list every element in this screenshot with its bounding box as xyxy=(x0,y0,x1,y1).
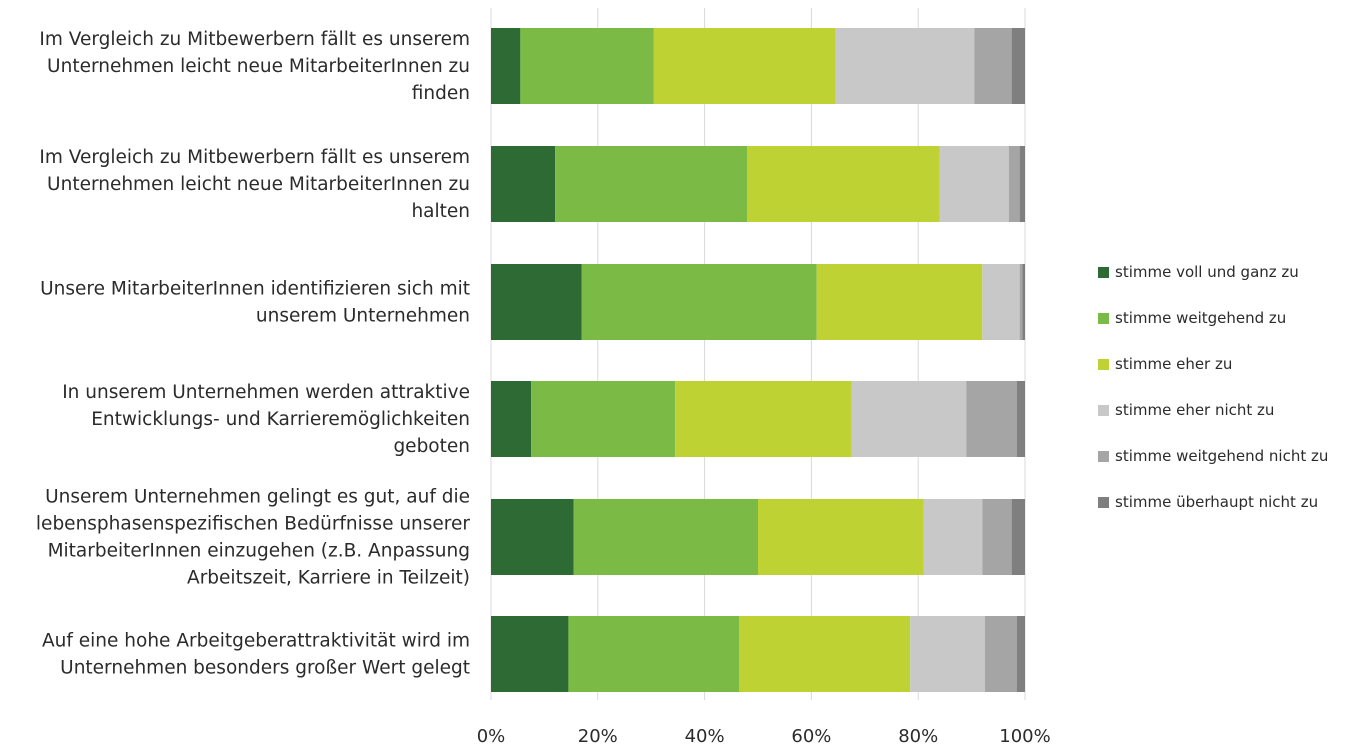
bar-segment xyxy=(491,381,532,457)
x-tick-label: 80% xyxy=(898,726,938,747)
category-label: Auf eine hohe Arbeitgeberattraktivität w… xyxy=(42,631,470,679)
bar-segment xyxy=(910,616,985,692)
bar-segment xyxy=(1019,146,1025,222)
bar-segment xyxy=(573,499,758,575)
x-tick-label: 40% xyxy=(685,726,725,747)
bar-segment xyxy=(1022,264,1025,340)
bar-segment xyxy=(974,28,1012,104)
category-label: In unserem Unternehmen werden attraktive… xyxy=(62,382,470,457)
legend-label: stimme eher zu xyxy=(1115,355,1232,373)
bar-segment xyxy=(851,381,967,457)
bars xyxy=(491,28,1025,692)
legend: stimme voll und ganz zu stimme weitgehend… xyxy=(1098,263,1328,511)
x-tick-label: 20% xyxy=(578,726,618,747)
legend-label: stimme weitgehend zu xyxy=(1115,309,1286,327)
category-label: Im Vergleich zu Mitbewerbern fällt es un… xyxy=(39,147,470,222)
bar-segment xyxy=(1016,381,1025,457)
category-label: Unsere MitarbeiterInnen identifizieren s… xyxy=(40,279,470,327)
category-label: Unserem Unternehmen gelingt es gut, auf … xyxy=(36,487,470,589)
x-tick-label: 60% xyxy=(791,726,831,747)
bar-segment xyxy=(982,264,1020,340)
bar-segment xyxy=(1016,616,1025,692)
bar-segment xyxy=(653,28,836,104)
bar-segment xyxy=(1008,146,1020,222)
bar-segment xyxy=(816,264,983,340)
legend-swatch xyxy=(1098,359,1109,370)
legend-swatch xyxy=(1098,313,1109,324)
legend-label: stimme eher nicht zu xyxy=(1115,401,1274,419)
bar-segment xyxy=(675,381,852,457)
x-tick-label: 100% xyxy=(999,726,1050,747)
gridlines xyxy=(490,8,1026,700)
legend-swatch xyxy=(1098,451,1109,462)
legend-swatch xyxy=(1098,267,1109,278)
x-axis-ticks: 0% 20% 40% 60% 80% 100% xyxy=(477,726,1051,747)
bar-segment xyxy=(984,616,1017,692)
bar-segment xyxy=(491,146,556,222)
bar-segment xyxy=(982,499,1012,575)
category-labels: Im Vergleich zu Mitbewerbern fällt es un… xyxy=(36,29,470,679)
bar-segment xyxy=(520,28,654,104)
bar-segment xyxy=(747,146,940,222)
bar-segment xyxy=(835,28,975,104)
legend-swatch xyxy=(1098,405,1109,416)
bar-segment xyxy=(555,146,748,222)
bar-segment xyxy=(739,616,911,692)
legend-swatch xyxy=(1098,497,1109,508)
bar-segment xyxy=(966,381,1017,457)
bar-segment xyxy=(531,381,676,457)
x-tick-label: 0% xyxy=(477,726,506,747)
bar-segment xyxy=(758,499,924,575)
bar-segment xyxy=(1019,264,1023,340)
bar-segment xyxy=(581,264,817,340)
bar-segment xyxy=(939,146,1009,222)
category-label: Im Vergleich zu Mitbewerbern fällt es un… xyxy=(39,29,470,104)
bar-segment xyxy=(568,616,740,692)
legend-label: stimme weitgehend nicht zu xyxy=(1115,447,1328,465)
bar-segment xyxy=(491,499,574,575)
bar-segment xyxy=(923,499,983,575)
bar-segment xyxy=(1011,28,1025,104)
bar-segment xyxy=(491,616,569,692)
bar-segment xyxy=(491,264,582,340)
bar-segment xyxy=(491,28,521,104)
legend-label: stimme überhaupt nicht zu xyxy=(1115,493,1318,511)
legend-label: stimme voll und ganz zu xyxy=(1115,263,1299,281)
bar-segment xyxy=(1011,499,1025,575)
